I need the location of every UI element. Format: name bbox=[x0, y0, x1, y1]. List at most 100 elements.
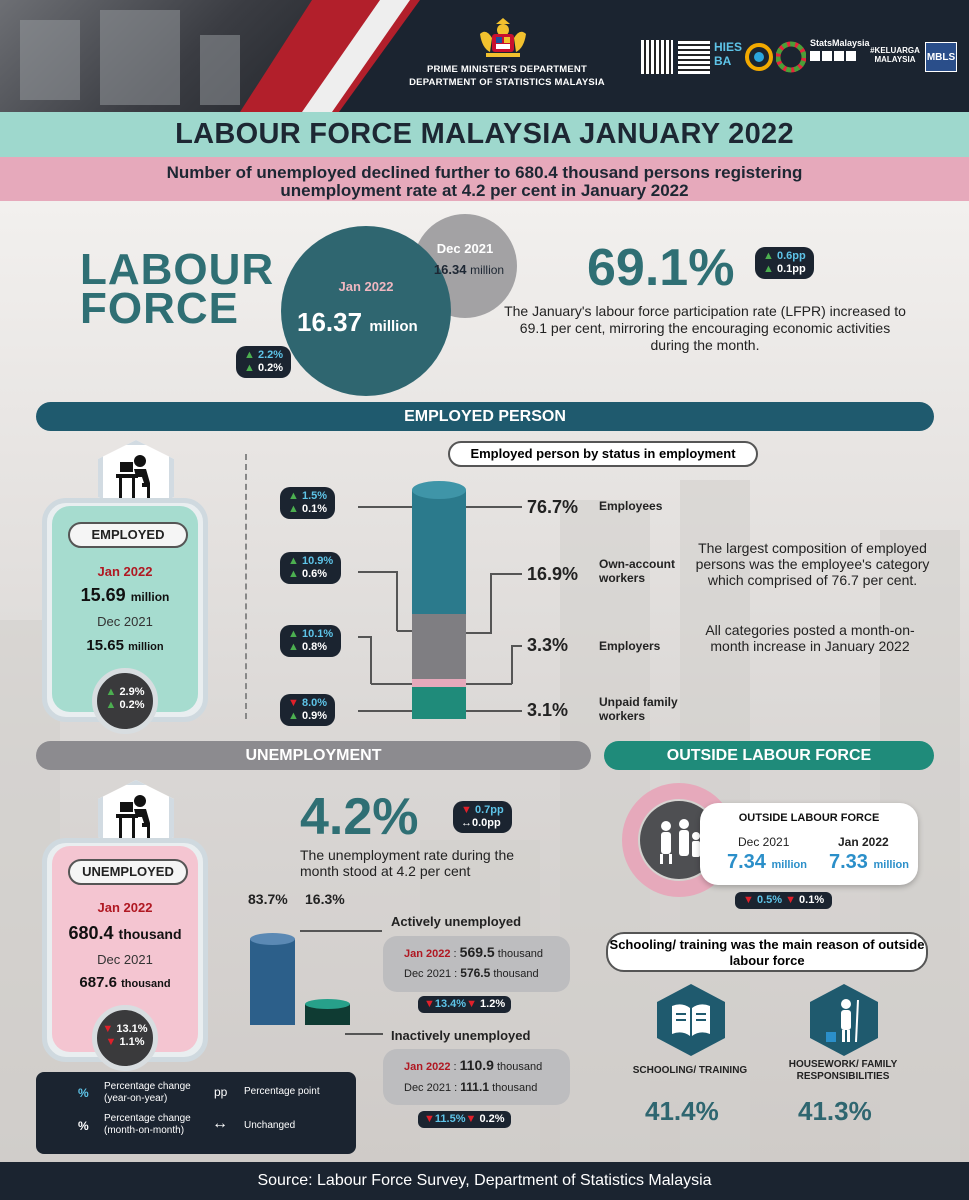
active-jan-value: 569.5 bbox=[459, 944, 495, 960]
worker-at-desk-icon bbox=[116, 455, 150, 499]
status-note-increase: All categories posted a month-on-month i… bbox=[705, 622, 915, 654]
mom-value: 0.0pp bbox=[472, 817, 501, 829]
segment-unpaid-family bbox=[412, 687, 466, 719]
down-arrow-icon: ▼ bbox=[466, 998, 477, 1010]
up-arrow-icon: ▲ bbox=[288, 490, 299, 502]
building-photo bbox=[0, 0, 330, 112]
lfpr-change-badge: ▲ 0.6pp ▲ 0.1pp bbox=[755, 247, 814, 279]
inactive-dec-value: 111.1 bbox=[460, 1080, 489, 1094]
row-sep: : bbox=[454, 1082, 458, 1094]
reason-title: Schooling/ training was the main reason … bbox=[606, 932, 928, 972]
qr-code-icon bbox=[641, 40, 673, 74]
down-arrow-icon: ▼ bbox=[743, 894, 754, 906]
footer-bar bbox=[0, 1162, 969, 1200]
connector-line bbox=[371, 683, 412, 685]
title-bar bbox=[0, 112, 969, 157]
unchanged-arrow-icon: ↔ bbox=[212, 1115, 228, 1132]
employed-section-header: EMPLOYED PERSON bbox=[36, 402, 934, 431]
mom-value: 0.6% bbox=[301, 568, 328, 580]
segment-employees bbox=[412, 490, 466, 614]
mom-value: 1.1% bbox=[119, 1036, 145, 1048]
row-dec-label: Dec 2021 bbox=[404, 1082, 452, 1094]
active-jan-row: Jan 2022 : 569.5 thousand bbox=[404, 944, 543, 960]
down-arrow-icon: ▼ bbox=[102, 1023, 114, 1035]
qr-code-icon bbox=[678, 40, 710, 74]
active-change-badge: ▼13.4%▼ 1.2% bbox=[418, 996, 512, 1013]
out-unit: million bbox=[873, 859, 909, 871]
row-unit: thousand bbox=[493, 968, 539, 980]
sdg-logo bbox=[745, 43, 773, 71]
force-heading: FORCE bbox=[80, 284, 239, 333]
mom-value: 0.1pp bbox=[776, 263, 806, 275]
family-icon bbox=[660, 819, 700, 864]
segment-employers bbox=[412, 679, 466, 687]
out-jan-number: 7.33 bbox=[829, 851, 868, 873]
row-sep: : bbox=[453, 948, 457, 960]
status-note-largest: The largest composition of employed pers… bbox=[695, 540, 930, 588]
ur-description: The unemployment rate during the month s… bbox=[300, 847, 515, 879]
unemp-change-circle: ▼ 13.1% ▼ 1.1% bbox=[92, 1005, 158, 1071]
yoy-value: 0.5% bbox=[756, 894, 783, 906]
up-arrow-icon: ▲ bbox=[288, 568, 299, 580]
yoy-value: 13.1% bbox=[116, 1023, 148, 1035]
unpaid-family-label: Unpaid family workers bbox=[599, 695, 678, 723]
legend-pp-symbol: pp bbox=[214, 1085, 228, 1099]
unchanged-arrow-icon: ↔ bbox=[461, 817, 472, 829]
outside-box-title: OUTSIDE LABOUR FORCE bbox=[738, 812, 880, 824]
statsmalaysia-label: StatsMalaysia bbox=[810, 38, 870, 48]
up-arrow-icon: ▲ bbox=[763, 250, 774, 262]
unemp-jan-number: 680.4 bbox=[68, 923, 114, 943]
connector-line bbox=[300, 930, 382, 932]
row-unit: thousand bbox=[497, 1061, 543, 1073]
inactive-jan-value: 110.9 bbox=[459, 1057, 494, 1073]
up-arrow-icon: ▲ bbox=[244, 362, 255, 374]
row-dec-label: Dec 2021 bbox=[404, 968, 452, 980]
lfpr-value: 69.1% bbox=[587, 239, 735, 297]
inactive-change-badge: ▼11.5%▼ 0.2% bbox=[418, 1111, 511, 1128]
actively-unemployed-label: Actively unemployed bbox=[391, 914, 522, 929]
unemployment-section-header: UNEMPLOYMENT bbox=[36, 741, 591, 770]
schooling-pct: 41.4% bbox=[645, 1096, 719, 1126]
subtitle-line-1: Number of unemployed declined further to… bbox=[166, 163, 803, 182]
legend-mom-text: Percentage change (month-on-month) bbox=[104, 1113, 191, 1136]
page-title: LABOUR FORCE MALAYSIA JANUARY 2022 bbox=[175, 118, 794, 150]
housework-label: HOUSEWORK/ FAMILY RESPONSIBILITIES bbox=[788, 1059, 898, 1082]
inactive-share-bar bbox=[305, 999, 350, 1025]
legend-pp-text: Percentage point bbox=[244, 1086, 320, 1097]
up-arrow-icon: ▲ bbox=[105, 686, 117, 698]
unemp-dec-label: Dec 2021 bbox=[97, 952, 153, 967]
header-banner bbox=[0, 0, 969, 112]
emp-dec-number: 15.65 bbox=[86, 637, 124, 654]
hies-ba-logo: HIES BA bbox=[714, 40, 743, 68]
legend-yoy-text: Percentage change (year-on-year) bbox=[104, 1081, 191, 1104]
lfpr-description: The January's labour force participation… bbox=[504, 303, 906, 353]
connector-line bbox=[358, 506, 412, 508]
active-share-bar bbox=[250, 933, 295, 1025]
source-text: Source: Labour Force Survey, Department … bbox=[257, 1172, 712, 1189]
dashed-divider bbox=[245, 454, 247, 719]
yoy-value: 10.1% bbox=[301, 628, 334, 640]
emp-dec-value: 15.65 million bbox=[52, 637, 198, 654]
keluarga-malaysia-logo: #KELUARGA MALAYSIA bbox=[870, 46, 920, 64]
connector-line bbox=[466, 683, 512, 685]
lf-dec-number: 16.34 bbox=[433, 262, 467, 277]
cylinder-top bbox=[412, 481, 466, 499]
inactive-share-pct: 16.3% bbox=[305, 891, 345, 907]
inactive-dec-row: Dec 2021 : 111.1 thousand bbox=[404, 1080, 537, 1094]
inactively-unemployed-label: Inactively unemployed bbox=[391, 1028, 531, 1043]
down-arrow-icon: ▼ bbox=[105, 1036, 117, 1048]
legend-unchanged-text: Unchanged bbox=[244, 1120, 296, 1131]
connector-line bbox=[358, 571, 398, 631]
lf-dec-unit: million bbox=[470, 263, 505, 277]
worker-at-desk-icon bbox=[116, 795, 150, 839]
unemp-jan-label: Jan 2022 bbox=[97, 900, 153, 915]
own-account-label: Own-account workers bbox=[599, 557, 676, 585]
unemp-jan-unit: thousand bbox=[118, 926, 182, 942]
out-jan-value: 7.33 million bbox=[829, 851, 909, 874]
mom-value: 0.8% bbox=[301, 641, 328, 653]
down-arrow-icon: ▼ bbox=[465, 1113, 477, 1125]
legend-box bbox=[36, 1072, 356, 1154]
connector-line bbox=[466, 632, 492, 634]
employed-label: EMPLOYED bbox=[68, 522, 188, 548]
active-details-box bbox=[383, 936, 570, 992]
